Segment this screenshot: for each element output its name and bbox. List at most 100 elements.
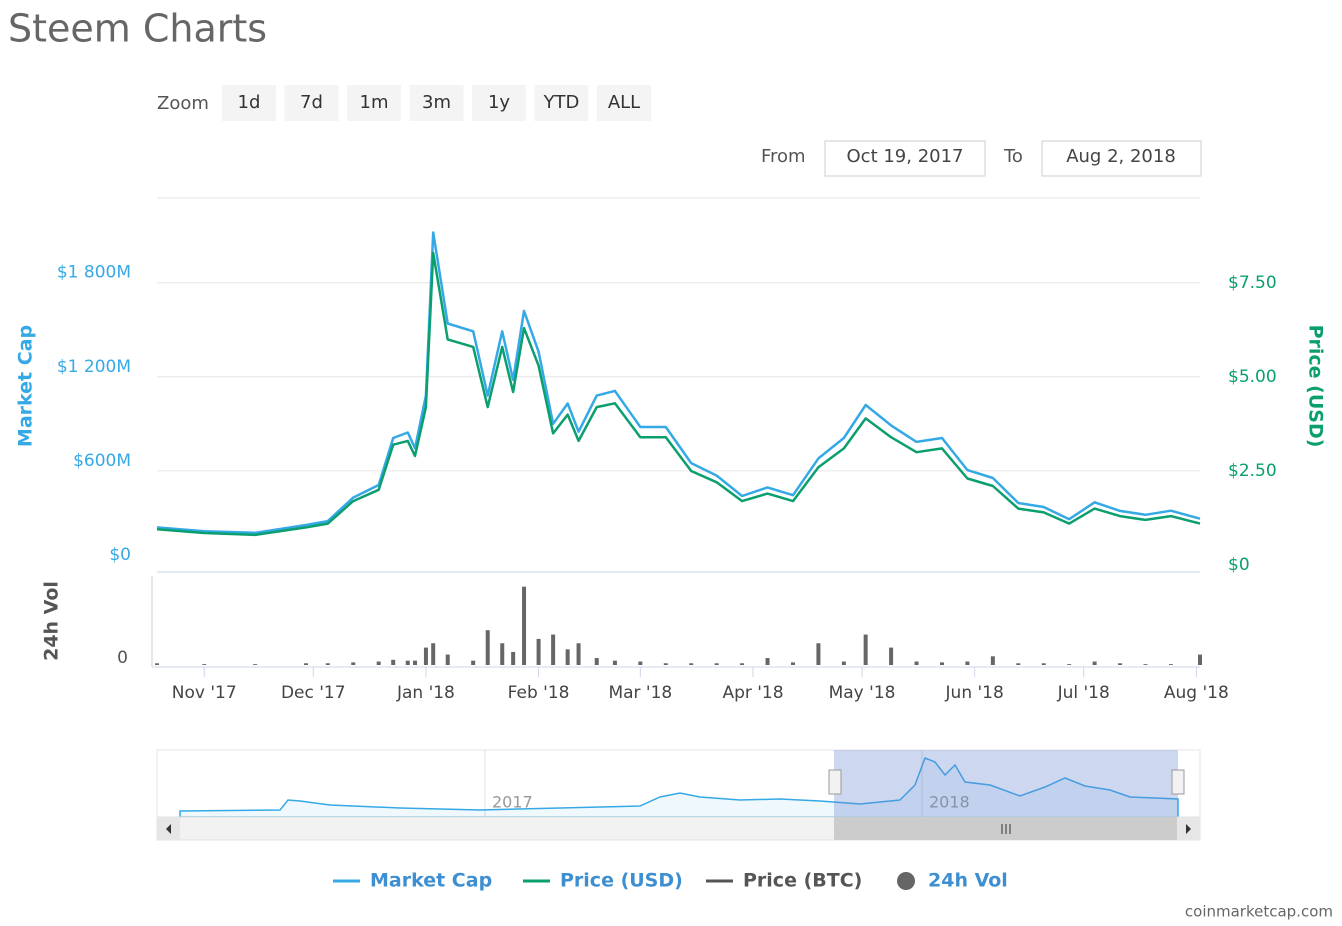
vol-tick-label: 0	[117, 648, 128, 668]
y-tick-label: $0	[109, 545, 131, 565]
y2-tick-label: $7.50	[1228, 273, 1277, 293]
x-tick-label: Nov '17	[172, 683, 237, 703]
y2-tick-label: $0	[1228, 555, 1250, 575]
volume-bar	[663, 663, 668, 665]
volume-bar	[689, 663, 694, 665]
zoom-button-label: 1y	[488, 92, 510, 113]
scroll-left-arrow	[166, 824, 171, 834]
volume-bar	[765, 658, 770, 665]
zoom-button[interactable]	[347, 85, 401, 121]
volume-bar	[304, 663, 308, 665]
volume-bar	[471, 660, 476, 665]
navigator-selection[interactable]	[834, 750, 1178, 817]
volume-bar	[638, 661, 643, 665]
volume-bar	[816, 643, 821, 665]
y-tick-label: $600M	[73, 451, 131, 471]
volume-bar	[740, 663, 745, 665]
y-tick-label: $1 200M	[57, 357, 131, 377]
volume-bar	[431, 643, 436, 665]
volume-bar	[965, 661, 970, 665]
volume-bar	[413, 660, 418, 665]
scroll-right-arrow	[1186, 824, 1191, 834]
zoom-buttons: 1d 7d 1m 3m 1y YTD ALL	[222, 85, 651, 121]
volume-bar	[500, 643, 505, 665]
y2-axis-title: Price (USD)	[1305, 325, 1327, 448]
to-label: To	[1003, 146, 1023, 167]
series-line	[156, 231, 1201, 535]
volume-bar	[1016, 663, 1021, 665]
x-tick-label: Jan '18	[396, 683, 455, 703]
navigator-label: 2017	[492, 793, 533, 812]
vol-axis-title: 24h Vol	[41, 581, 63, 661]
y2-tick-label: $5.00	[1228, 367, 1277, 387]
navigator-label: 2018	[929, 793, 970, 812]
navigator-handle[interactable]	[1171, 769, 1185, 795]
volume-bar	[1198, 654, 1202, 665]
navigator-series	[179, 757, 1179, 818]
zoom-label: Zoom	[157, 93, 209, 114]
from-label: From	[761, 146, 806, 167]
zoom-button[interactable]	[222, 85, 276, 121]
volume-bar	[841, 661, 846, 665]
volume-bar	[612, 660, 617, 665]
to-input[interactable]	[1041, 140, 1202, 177]
zoom-button-label: ALL	[608, 92, 640, 113]
volume-bar	[445, 654, 450, 665]
volume-bar	[522, 586, 527, 665]
volume-bar	[939, 662, 944, 665]
volume-bar	[405, 660, 410, 665]
volume-bar	[576, 643, 581, 665]
y2-tick-label: $2.50	[1228, 461, 1277, 481]
volume-bar	[1168, 664, 1173, 665]
zoom-button[interactable]	[534, 85, 589, 121]
y-axis-title: Market Cap	[15, 325, 37, 447]
zoom-button[interactable]	[597, 85, 651, 121]
volume-bar	[202, 664, 207, 665]
x-tick-label: Apr '18	[722, 683, 783, 703]
zoom-button-label: 1m	[360, 92, 389, 113]
x-tick-label: Jun '18	[945, 683, 1004, 703]
zoom-button[interactable]	[409, 85, 464, 121]
zoom-button[interactable]	[284, 85, 339, 121]
scrollbar-grip	[1001, 824, 1011, 834]
to-value: Aug 2, 2018	[1066, 146, 1176, 167]
from-input[interactable]	[824, 140, 986, 177]
x-tick-label: Mar '18	[608, 683, 672, 703]
volume-bar	[914, 661, 919, 665]
volume-bar	[990, 656, 995, 665]
volume-bar	[1092, 661, 1097, 665]
volume-bar	[565, 649, 570, 665]
volume-bar	[863, 634, 868, 665]
x-tick-label: Jul '18	[1057, 683, 1110, 703]
zoom-button-label: YTD	[543, 92, 580, 113]
zoom-button-label: 3m	[422, 92, 451, 113]
zoom-button-label: 1d	[238, 92, 261, 113]
watermark: coinmarketcap.com	[1185, 903, 1333, 921]
legend-label[interactable]: Market Cap	[370, 870, 492, 892]
volume-bar	[376, 661, 381, 665]
legend-symbol	[897, 872, 915, 890]
legend: Market Cap Price (USD) Price (BTC) 24h Vol	[333, 870, 1008, 892]
volume-bar	[391, 659, 396, 665]
volume-bar	[325, 663, 330, 665]
volume-bar	[1118, 663, 1123, 665]
series-line	[156, 251, 1201, 537]
volume-bar	[253, 664, 258, 665]
volume-bar	[551, 634, 556, 665]
legend-label[interactable]: Price (USD)	[560, 870, 683, 892]
volume-bar	[714, 663, 719, 665]
volume-bar	[889, 647, 894, 665]
navigator-handle[interactable]	[828, 769, 842, 795]
volume-bar	[594, 658, 599, 665]
volume-bar	[1143, 664, 1148, 665]
page-title: Steem Charts	[8, 7, 267, 51]
zoom-button[interactable]	[472, 85, 526, 121]
legend-label[interactable]: Price (BTC)	[743, 870, 862, 892]
x-tick-label: May '18	[829, 683, 896, 703]
from-value: Oct 19, 2017	[847, 146, 964, 167]
navigator[interactable]	[156, 749, 1201, 818]
legend-label[interactable]: 24h Vol	[928, 870, 1008, 892]
volume-bar	[1067, 664, 1072, 665]
volume-bar	[790, 662, 795, 665]
